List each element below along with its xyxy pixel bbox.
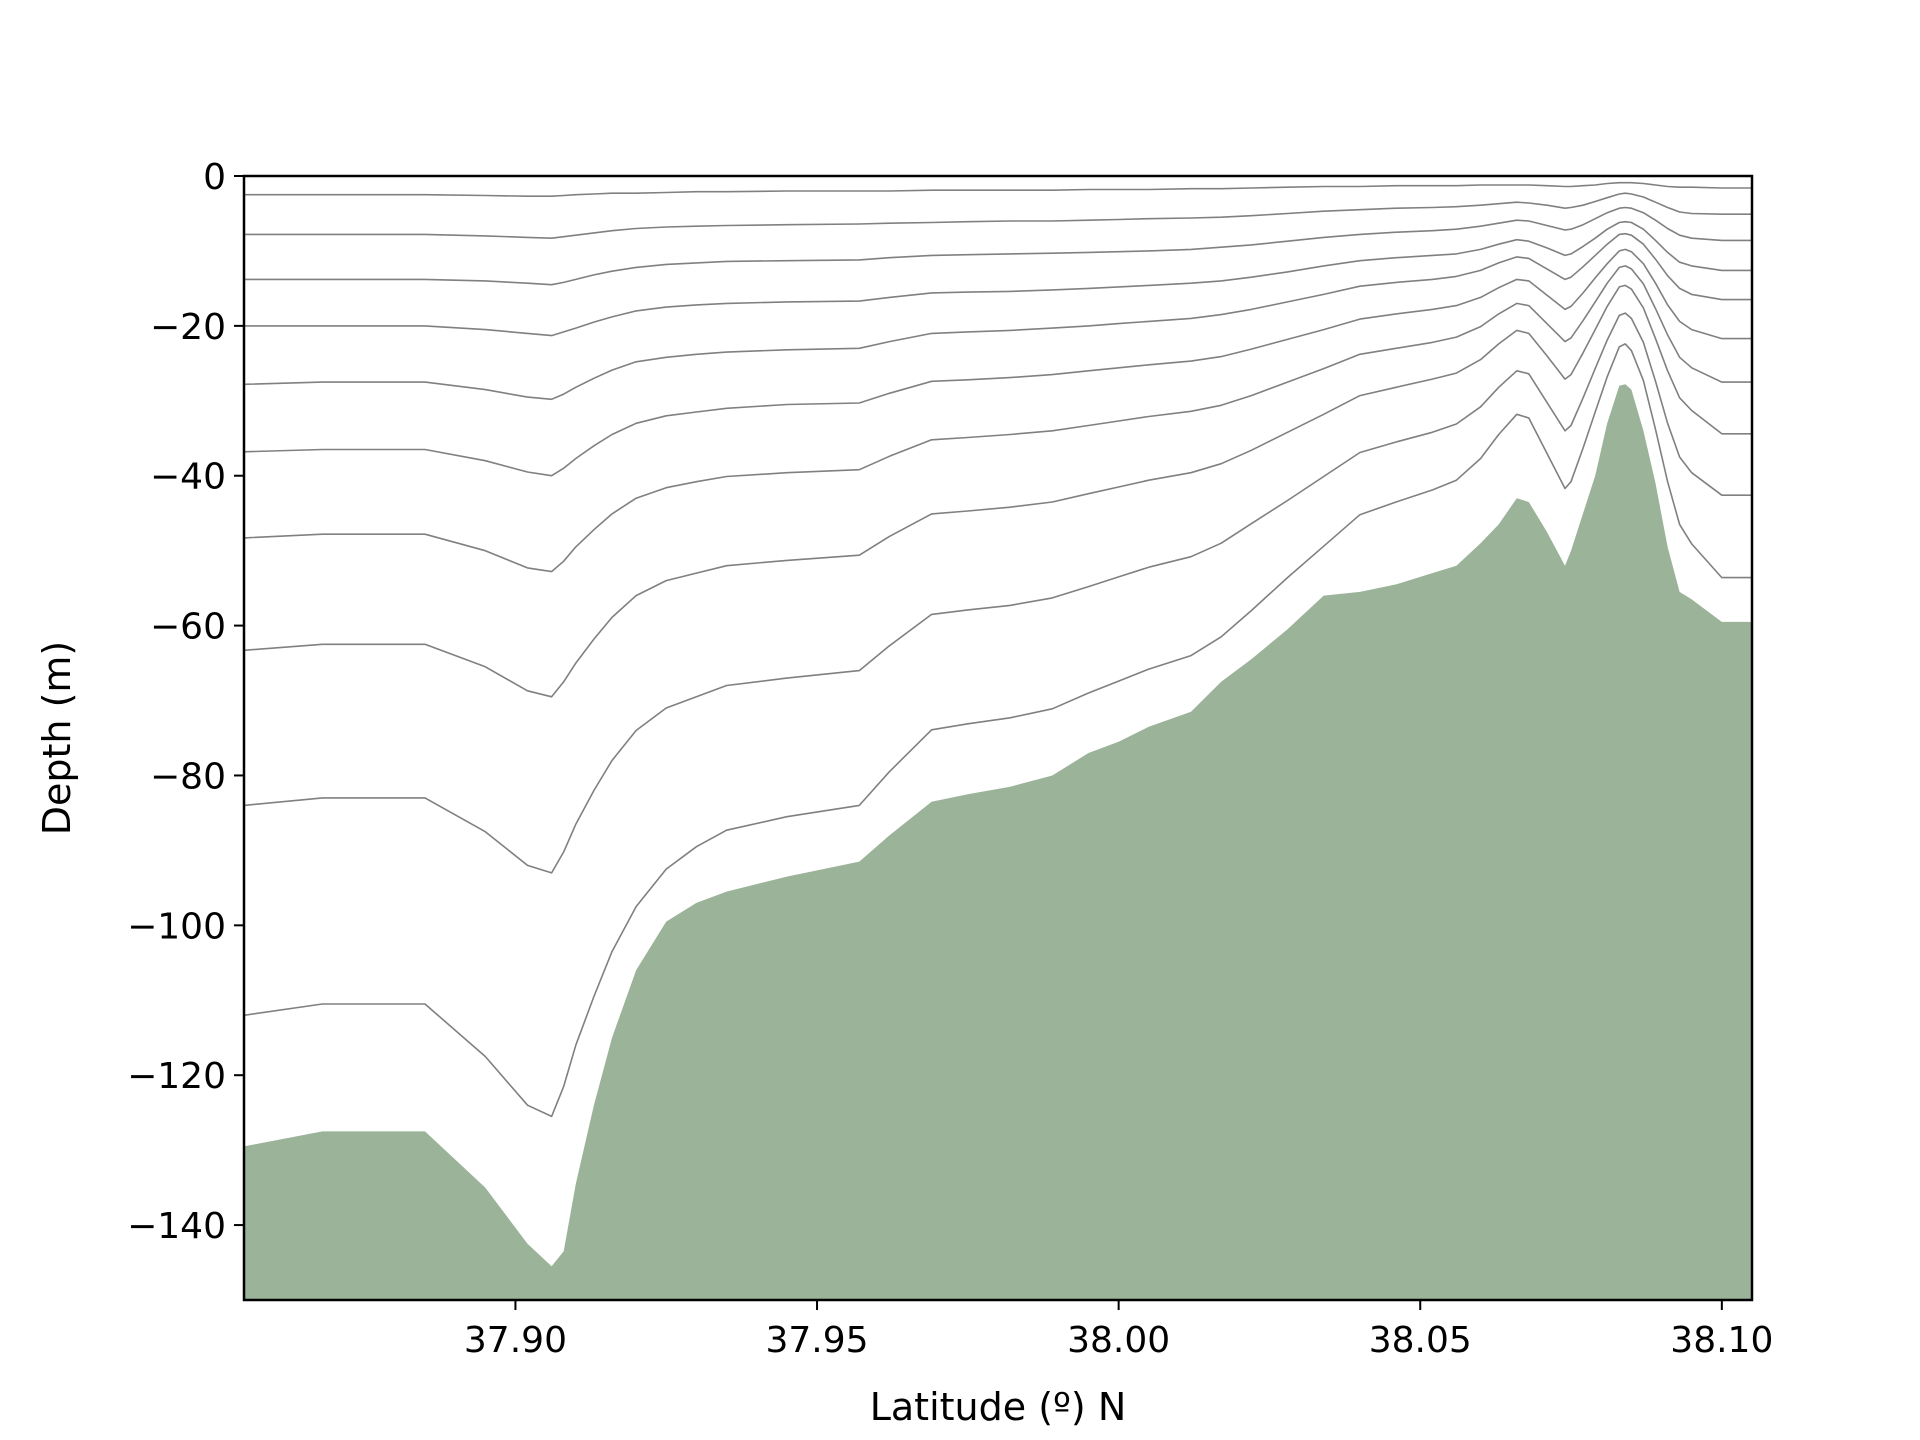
layer-line-9	[244, 312, 1752, 874]
layer-line-5	[244, 232, 1752, 401]
x-tick-label: 38.05	[1369, 1320, 1472, 1361]
y-tick-label: −60	[150, 607, 226, 648]
layer-line-4	[244, 220, 1752, 337]
layer-line-2	[244, 192, 1752, 239]
x-tick-label: 38.10	[1670, 1320, 1773, 1361]
x-axis-ticks: 37.90 37.95 38.00 38.05 38.10	[464, 1300, 1773, 1361]
layer-line-6	[244, 248, 1752, 477]
bathymetry-fill	[244, 384, 1752, 1300]
y-tick-label: 0	[203, 157, 226, 198]
x-tick-label: 37.95	[766, 1320, 869, 1361]
x-axis-label: Latitude (º) N	[870, 1385, 1127, 1429]
y-tick-label: −120	[127, 1056, 226, 1097]
axes-frame	[242, 174, 1754, 1302]
y-axis-label: Depth (m)	[35, 641, 79, 836]
layer-line-10	[244, 343, 1752, 1118]
y-tick-label: −20	[150, 307, 226, 348]
layer-line-3	[244, 206, 1752, 286]
x-tick-label: 38.00	[1067, 1320, 1170, 1361]
layer-line-1	[244, 181, 1752, 197]
layer-line-7	[244, 265, 1752, 573]
y-tick-label: −140	[127, 1206, 226, 1247]
y-tick-label: −40	[150, 457, 226, 498]
x-tick-label: 37.90	[464, 1320, 567, 1361]
depth-layer-lines	[244, 181, 1752, 1118]
y-tick-label: −80	[150, 756, 226, 797]
y-axis-ticks: 0 −20 −40 −60 −80 −100 −120 −140	[127, 157, 244, 1247]
y-tick-label: −100	[127, 906, 226, 947]
layer-line-8	[244, 284, 1752, 698]
plot-area	[244, 181, 1752, 1300]
